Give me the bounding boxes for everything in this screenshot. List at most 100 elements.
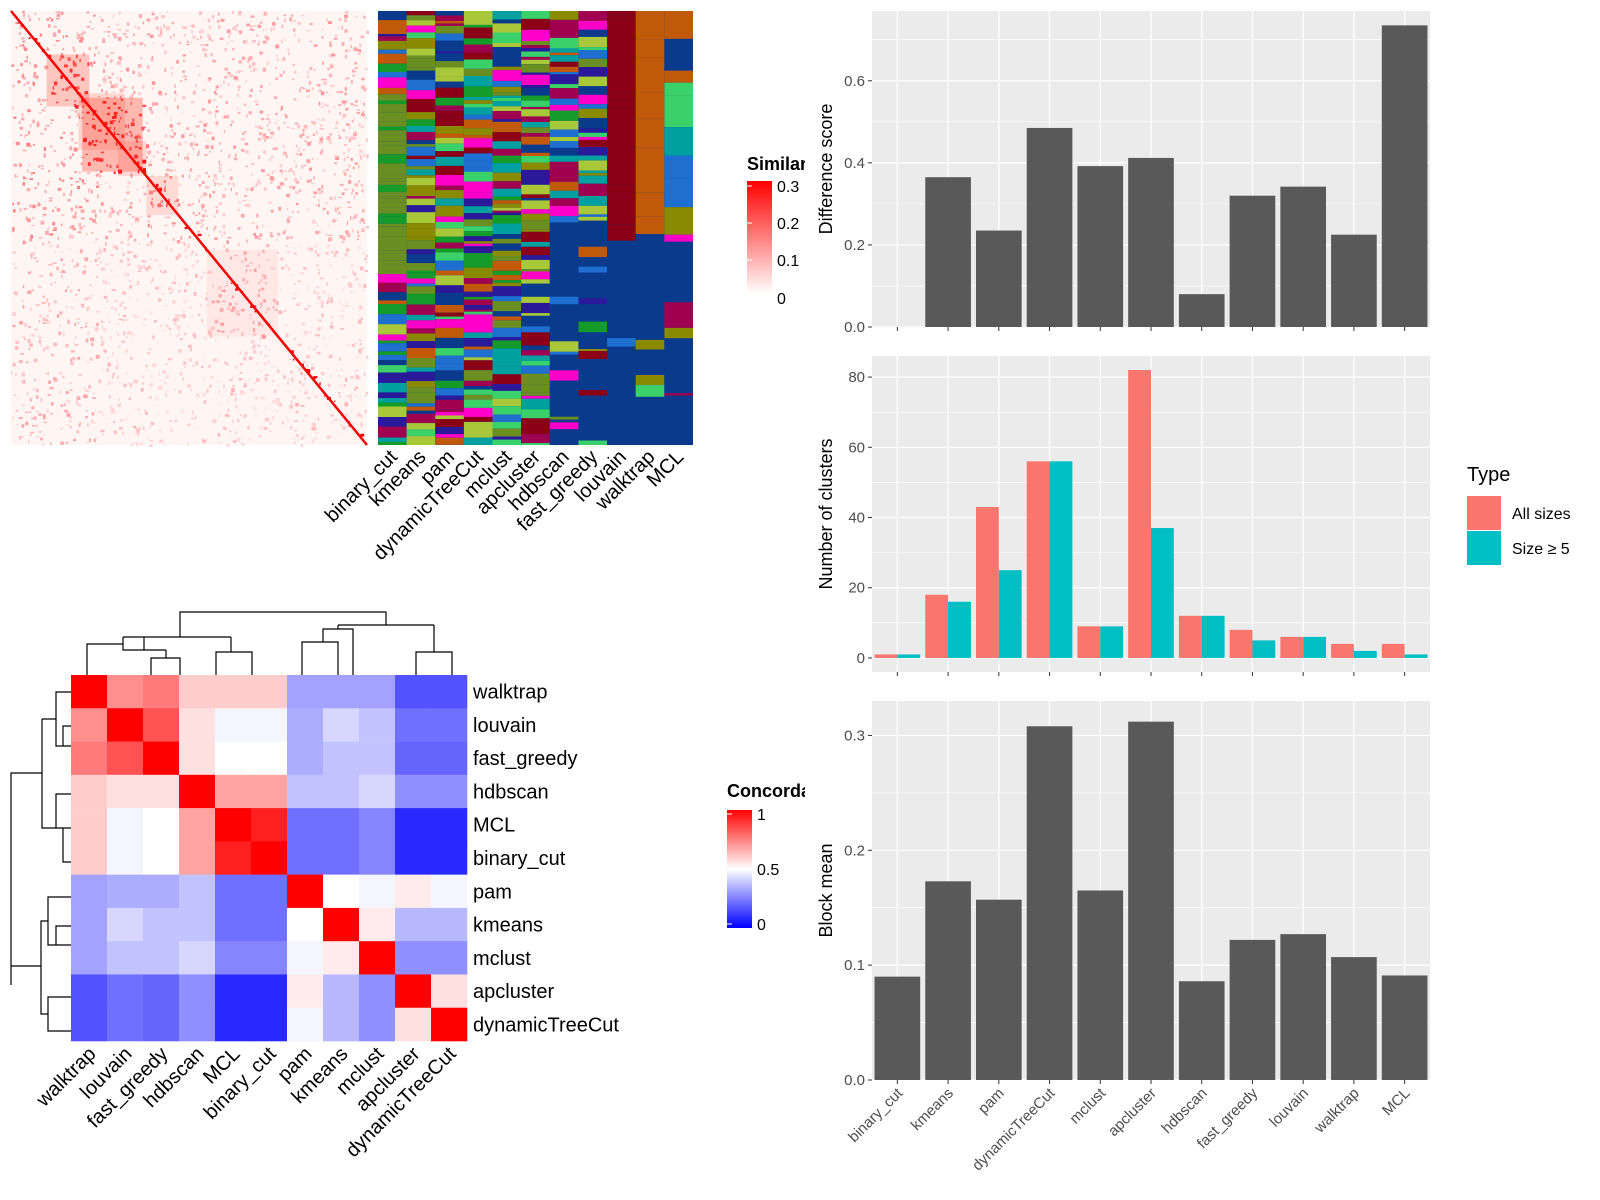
- similarity-cell: [248, 111, 252, 115]
- similarity-cell: [65, 344, 69, 348]
- similarity-cell: [306, 179, 310, 183]
- similarity-cell: [219, 308, 224, 312]
- annotation-cell: [435, 76, 464, 82]
- annotation-cell: [378, 213, 407, 217]
- similarity-cell: [239, 372, 243, 374]
- similarity-cell: [113, 131, 116, 136]
- concordance-cell: [107, 808, 144, 842]
- concordance-cell: [287, 974, 324, 1009]
- annotation-cell: [378, 398, 407, 403]
- similarity-cell: [322, 61, 324, 65]
- similarity-cell: [301, 444, 303, 447]
- similarity-cell: [107, 76, 111, 79]
- concordance-matrix: [71, 675, 468, 1042]
- similarity-cell: [327, 337, 330, 339]
- bar-size-ge-5: [1353, 650, 1377, 658]
- similarity-cell: [12, 251, 17, 254]
- similarity-cell: [299, 134, 303, 138]
- similarity-cell: [130, 101, 132, 105]
- similarity-cell: [117, 29, 122, 31]
- similarity-cell: [357, 230, 359, 234]
- similarity-cell: [348, 284, 353, 288]
- similarity-cell: [88, 189, 90, 194]
- similarity-cell: [32, 144, 36, 146]
- similarity-cell: [161, 293, 165, 295]
- similarity-cell: [256, 225, 259, 230]
- similarity-cell: [40, 437, 44, 441]
- similarity-cell: [319, 139, 324, 144]
- similarity-cell: [69, 146, 73, 151]
- similarity-cell: [138, 14, 142, 18]
- similarity-cell: [12, 363, 16, 367]
- annotation-cell: [492, 203, 522, 208]
- similarity-cell: [129, 397, 131, 400]
- similarity-cell: [107, 106, 111, 110]
- similarity-cell: [147, 437, 150, 439]
- similarity-cell: [201, 318, 204, 323]
- similarity-cell: [21, 424, 25, 428]
- annotation-cell: [635, 261, 665, 266]
- concordance-cell: [251, 907, 288, 942]
- similarity-cell: [191, 331, 194, 335]
- similarity-cell: [74, 63, 77, 67]
- similarity-cell: [178, 390, 182, 394]
- similarity-cell: [189, 252, 193, 257]
- annotation-cell: [578, 136, 608, 140]
- similarity-cell: [355, 48, 360, 52]
- annotation-cell: [406, 155, 436, 160]
- annotation-cell: [492, 250, 522, 257]
- legend-tick-label: 0.5: [757, 862, 779, 879]
- annotation-cell: [492, 81, 522, 87]
- similarity-cell: [222, 224, 226, 229]
- similarity-cell: [101, 340, 105, 344]
- similarity-cell: [117, 76, 119, 80]
- similarity-cell: [360, 218, 364, 222]
- concordance-cell: [395, 774, 432, 809]
- similarity-cell: [243, 380, 248, 384]
- similarity-cell: [187, 152, 190, 155]
- annotation-cell: [492, 243, 522, 251]
- similarity-cell: [55, 250, 57, 254]
- similarity-cell: [292, 359, 294, 362]
- annotation-cell: [521, 72, 550, 75]
- bar: [1128, 721, 1174, 1080]
- similarity-cell: [158, 386, 162, 390]
- similarity-cell: [21, 372, 26, 377]
- similarity-cell: [12, 311, 16, 316]
- similarity-cell: [286, 410, 291, 413]
- annotation-cell: [378, 417, 407, 421]
- similarity-cell: [311, 121, 313, 124]
- similarity-cell: [75, 336, 77, 339]
- annotation-cell: [463, 52, 493, 60]
- similarity-cell: [44, 65, 49, 70]
- similarity-cell: [286, 220, 290, 223]
- similarity-cell: [106, 164, 109, 167]
- similarity-cell: [273, 389, 277, 394]
- similarity-cell: [137, 134, 139, 139]
- similarity-cell: [253, 320, 255, 325]
- annotation-cell: [521, 373, 550, 385]
- similarity-cell: [116, 61, 121, 65]
- similarity-cell: [243, 384, 247, 388]
- similarity-cell: [127, 414, 131, 416]
- similarity-cell: [252, 39, 256, 42]
- similarity-cell: [155, 286, 159, 290]
- similarity-cell: [142, 375, 145, 378]
- similarity-cell: [238, 12, 242, 16]
- similarity-cell: [132, 216, 135, 218]
- similarity-cell: [59, 372, 63, 375]
- similarity-cell: [322, 336, 326, 340]
- similarity-cell: [321, 189, 324, 193]
- legend-key-all-sizes: [1467, 496, 1501, 530]
- annotation-cell: [378, 343, 407, 352]
- similarity-cell: [232, 376, 236, 378]
- similarity-cell: [258, 252, 260, 257]
- similarity-cell: [22, 44, 24, 47]
- similarity-cell: [110, 59, 112, 63]
- similarity-cell: [232, 385, 235, 388]
- similarity-cell: [307, 305, 311, 307]
- similarity-cell: [114, 83, 118, 88]
- similarity-cell: [89, 438, 92, 442]
- annotation-cell: [521, 213, 550, 221]
- similarity-cell: [349, 396, 352, 400]
